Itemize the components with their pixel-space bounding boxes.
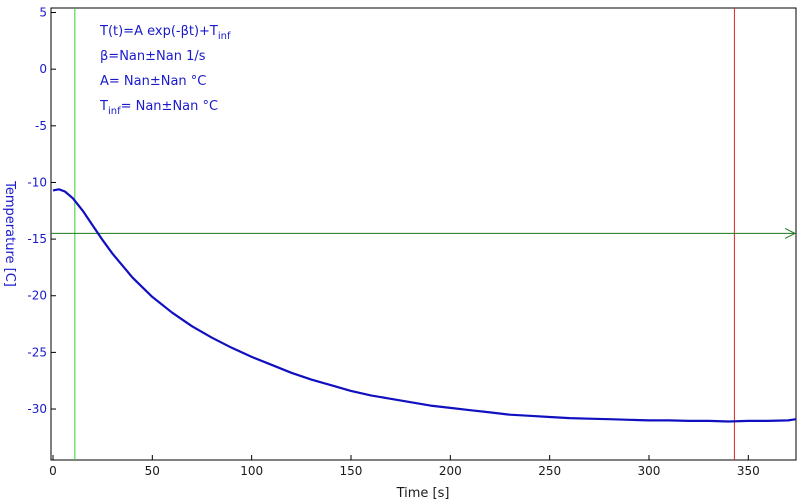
fit-tinf: Tinf= Nan±Nan °C [99,99,218,117]
y-tick-label: -10 [27,175,47,189]
x-tick-label: 250 [538,464,561,478]
y-tick-label: -5 [35,119,47,133]
x-tick-label: 50 [145,464,160,478]
y-tick-label: -25 [27,345,47,359]
x-axis-ticks: 0 50 100 150 200 250 300 350 [49,455,760,478]
temperature-series-line [52,188,797,423]
x-tick-label: 150 [340,464,363,478]
y-axis-ticks: 5 0 -5 -10 -15 -20 -25 -30 [27,6,56,416]
y-tick-label: -15 [27,232,47,246]
asymptote-arrowhead [784,227,797,239]
y-tick-label: -20 [27,289,47,303]
x-tick-label: 0 [49,464,57,478]
fit-amplitude: A= Nan±Nan °C [100,74,206,89]
y-tick-label: 0 [39,62,47,76]
x-tick-label: 100 [240,464,263,478]
x-tick-label: 300 [638,464,661,478]
y-tick-label: -30 [27,402,47,416]
y-axis-title: Temperature [C] [2,180,17,287]
x-tick-label: 200 [439,464,462,478]
fit-equation: T(t)=A exp(-βt)+Tinf [99,24,231,42]
fit-parameters-box: T(t)=A exp(-βt)+Tinf β=Nan±Nan 1/s A= Na… [99,24,231,117]
plot-frame [50,7,797,461]
y-tick-label: 5 [39,6,47,20]
x-tick-label: 350 [737,464,760,478]
fit-beta: β=Nan±Nan 1/s [100,49,206,64]
x-axis-title: Time [s] [396,486,450,501]
